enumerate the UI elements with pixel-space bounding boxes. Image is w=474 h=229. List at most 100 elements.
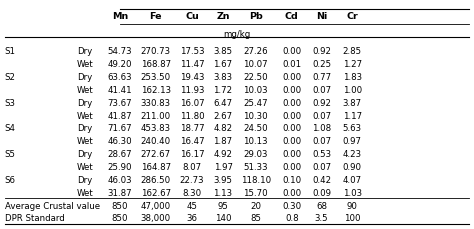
Text: 0.01: 0.01 [282,60,301,69]
Text: 253.50: 253.50 [141,73,171,82]
Text: Average Crustal value: Average Crustal value [5,201,100,210]
Text: 46.03: 46.03 [108,175,132,184]
Text: Wet: Wet [77,162,93,171]
Text: 0.53: 0.53 [312,150,331,158]
Text: 0.00: 0.00 [282,111,301,120]
Text: 0.07: 0.07 [312,162,331,171]
Text: S6: S6 [5,175,16,184]
Text: 3.85: 3.85 [213,47,233,56]
Text: 0.00: 0.00 [282,86,301,95]
Text: 29.03: 29.03 [243,150,268,158]
Text: 31.87: 31.87 [108,188,132,197]
Text: Zn: Zn [216,12,230,21]
Text: Dry: Dry [77,124,92,133]
Text: S3: S3 [5,98,16,107]
Text: 0.25: 0.25 [312,60,331,69]
Text: 0.00: 0.00 [282,124,301,133]
Text: 4.82: 4.82 [213,124,233,133]
Text: 6.47: 6.47 [213,98,233,107]
Text: 140: 140 [215,213,231,222]
Text: 3.83: 3.83 [213,73,233,82]
Text: S1: S1 [5,47,16,56]
Text: 2.85: 2.85 [343,47,362,56]
Text: 90: 90 [347,201,358,210]
Text: Cu: Cu [185,12,199,21]
Text: 0.97: 0.97 [343,137,362,146]
Text: 1.83: 1.83 [343,73,362,82]
Text: 0.07: 0.07 [312,86,331,95]
Text: 4.07: 4.07 [343,175,362,184]
Text: 54.73: 54.73 [108,47,132,56]
Text: 453.83: 453.83 [141,124,171,133]
Text: Pb: Pb [249,12,263,21]
Text: 25.90: 25.90 [108,162,132,171]
Text: 1.97: 1.97 [214,162,233,171]
Text: 71.67: 71.67 [108,124,132,133]
Text: 68: 68 [316,201,327,210]
Text: DPR Standard: DPR Standard [5,213,64,222]
Text: 0.77: 0.77 [312,73,331,82]
Text: 0.10: 0.10 [282,175,301,184]
Text: 10.30: 10.30 [243,111,268,120]
Text: 41.87: 41.87 [108,111,132,120]
Text: 1.72: 1.72 [213,86,233,95]
Text: 162.67: 162.67 [141,188,171,197]
Text: 1.08: 1.08 [312,124,331,133]
Text: 16.07: 16.07 [180,98,204,107]
Text: 164.87: 164.87 [141,162,171,171]
Text: 3.87: 3.87 [343,98,362,107]
Text: 73.67: 73.67 [108,98,132,107]
Text: 1.00: 1.00 [343,86,362,95]
Text: 0.30: 0.30 [282,201,301,210]
Text: Cr: Cr [346,12,358,21]
Text: S5: S5 [5,150,16,158]
Text: Fe: Fe [149,12,162,21]
Text: Wet: Wet [77,111,93,120]
Text: 2.67: 2.67 [213,111,233,120]
Text: 4.92: 4.92 [214,150,233,158]
Text: Wet: Wet [77,60,93,69]
Text: 211.00: 211.00 [141,111,171,120]
Text: 11.47: 11.47 [180,60,204,69]
Text: 24.50: 24.50 [243,124,268,133]
Text: mg/kg: mg/kg [223,30,251,39]
Text: Wet: Wet [77,188,93,197]
Text: 85: 85 [250,213,261,222]
Text: Dry: Dry [77,175,92,184]
Text: 100: 100 [344,213,360,222]
Text: 0.00: 0.00 [282,162,301,171]
Text: 11.80: 11.80 [180,111,204,120]
Text: 36: 36 [186,213,198,222]
Text: 18.77: 18.77 [180,124,204,133]
Text: 168.87: 168.87 [141,60,171,69]
Text: 95: 95 [218,201,228,210]
Text: 118.10: 118.10 [240,175,271,184]
Text: Dry: Dry [77,150,92,158]
Text: 330.83: 330.83 [141,98,171,107]
Text: 3.95: 3.95 [214,175,233,184]
Text: 10.03: 10.03 [243,86,268,95]
Text: 10.07: 10.07 [243,60,268,69]
Text: 4.23: 4.23 [343,150,362,158]
Text: 0.09: 0.09 [312,188,331,197]
Text: 28.67: 28.67 [108,150,132,158]
Text: 19.43: 19.43 [180,73,204,82]
Text: 27.26: 27.26 [243,47,268,56]
Text: 20: 20 [250,201,261,210]
Text: 10.13: 10.13 [243,137,268,146]
Text: Ni: Ni [316,12,327,21]
Text: 0.00: 0.00 [282,73,301,82]
Text: 850: 850 [112,201,128,210]
Text: 0.00: 0.00 [282,47,301,56]
Text: S2: S2 [5,73,16,82]
Text: 51.33: 51.33 [243,162,268,171]
Text: 0.42: 0.42 [312,175,331,184]
Text: 46.30: 46.30 [108,137,132,146]
Text: 850: 850 [112,213,128,222]
Text: Mn: Mn [112,12,128,21]
Text: 272.67: 272.67 [141,150,171,158]
Text: 5.63: 5.63 [343,124,362,133]
Text: 1.13: 1.13 [213,188,233,197]
Text: Dry: Dry [77,73,92,82]
Text: 1.87: 1.87 [213,137,233,146]
